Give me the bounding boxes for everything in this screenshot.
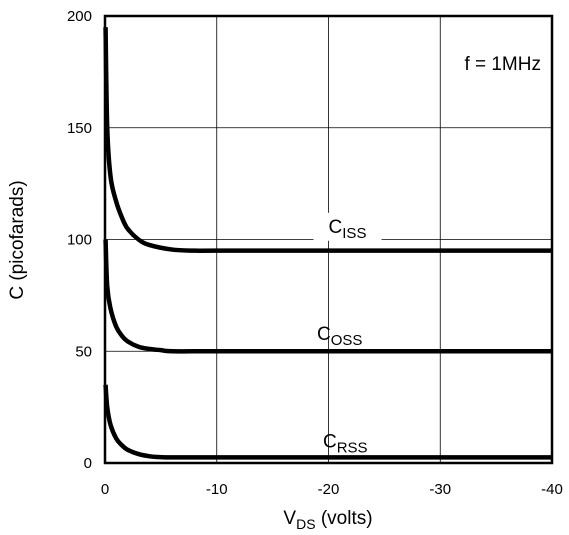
plot-frame: [103, 14, 554, 465]
series-line-crss: [103, 384, 552, 460]
y-tick-label: 0: [84, 455, 92, 472]
x-tick-label: 0: [101, 481, 109, 498]
y-tick-label: 100: [67, 232, 92, 249]
series-line-coss: [103, 239, 552, 354]
x-tick-label: -30: [429, 481, 451, 498]
y-axis-title: C (picofarads): [7, 180, 28, 299]
x-axis-title: VDS (volts): [283, 508, 372, 532]
x-tick-labels: 0 -10 -20 -30 -40: [101, 481, 563, 498]
series-label-coss: COSS: [317, 324, 362, 349]
x-tick-label: -10: [206, 481, 228, 498]
series-group: [103, 27, 552, 460]
label-background: [313, 212, 382, 241]
frequency-annotation: f = 1MHz: [464, 54, 541, 75]
series-labels: CISS COSS CRSS: [313, 212, 382, 456]
y-tick-labels: 0 50 100 150 200: [67, 8, 92, 472]
x-tick-label: -20: [318, 481, 340, 498]
series-label-crss: CRSS: [323, 431, 368, 456]
y-tick-label: 200: [67, 8, 92, 25]
series-label-ciss: CISS: [329, 217, 367, 242]
x-tick-label: -40: [541, 481, 563, 498]
y-tick-label: 150: [67, 120, 92, 137]
series-line-ciss: [103, 27, 552, 254]
y-tick-label: 50: [75, 343, 92, 360]
